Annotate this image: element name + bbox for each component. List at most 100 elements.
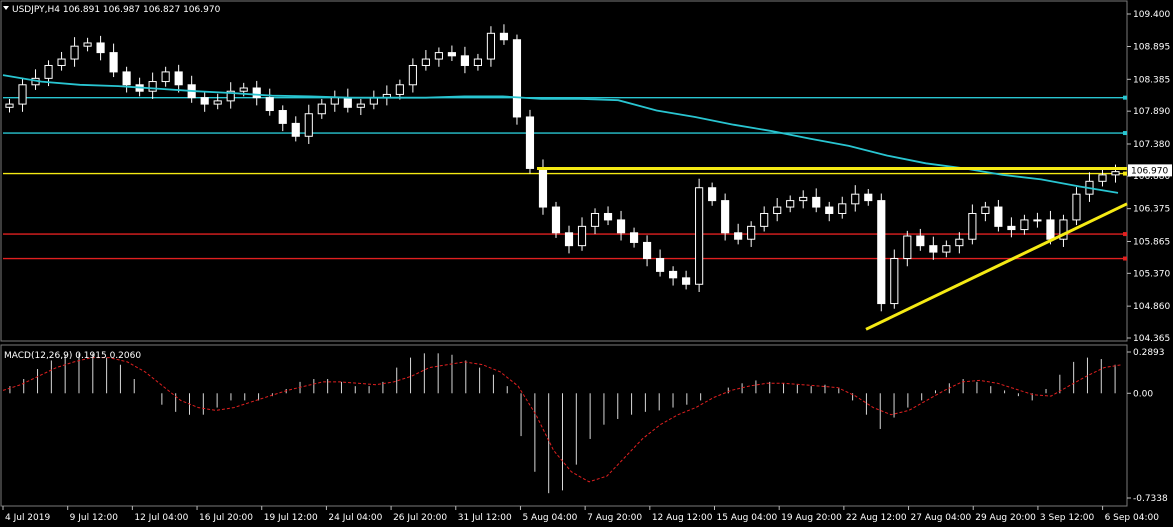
candle-bullish	[486, 32, 496, 60]
candle-bearish	[1007, 225, 1016, 231]
candle-bullish	[356, 103, 365, 108]
horizontal-level-handle	[1123, 131, 1127, 136]
candle-bullish	[851, 193, 860, 205]
candle-bullish	[695, 187, 704, 285]
time-tick-label: 22 Aug 12:00	[846, 513, 907, 523]
candle-bearish	[447, 52, 456, 57]
candle-bullish	[1072, 193, 1081, 221]
candle-bearish	[265, 97, 274, 112]
symbol-dropdown-icon[interactable]	[3, 6, 9, 10]
price-tick-label: 105.370	[1133, 269, 1170, 279]
time-tick-label: 15 Aug 04:00	[717, 513, 778, 523]
candle-bearish	[499, 32, 509, 41]
candle-bullish	[226, 90, 235, 102]
candle-bullish	[577, 225, 587, 247]
moving-average-series	[2, 74, 1119, 194]
horizontal-level-handle	[1123, 256, 1127, 261]
time-tick-label: 3 Sep 12:00	[1040, 513, 1095, 523]
candle-bullish	[760, 212, 769, 227]
candle-bullish	[903, 235, 912, 260]
candle-bearish	[708, 187, 717, 202]
last-price-label: 106.970	[1131, 166, 1168, 176]
candle-bullish	[304, 113, 313, 137]
candle-bullish	[434, 52, 443, 60]
candle-bullish	[747, 225, 756, 240]
candle-bullish	[981, 206, 990, 214]
candle-bearish	[994, 206, 1003, 227]
candle-bearish	[1046, 219, 1055, 240]
macd-title: MACD(12,26,9) 0.1915 0.2060	[4, 351, 141, 361]
macd-tick-label: 0.2893	[1133, 348, 1165, 358]
candle-bearish	[825, 206, 834, 214]
time-axis: 4 Jul 2019 9 Jul 12:00 12 Jul 04:00 16 Jul …	[2, 506, 1159, 523]
time-tick-label: 4 Jul 2019	[5, 513, 50, 523]
candle-bearish	[603, 212, 613, 221]
candle-bullish	[1033, 219, 1042, 222]
candle-bearish	[460, 55, 469, 66]
candle-bullish	[83, 42, 92, 47]
candle-bullish	[369, 97, 378, 105]
candle-bullish	[942, 245, 951, 253]
time-tick-label: 31 Jul 12:00	[458, 513, 512, 523]
candle-bullish	[148, 81, 157, 92]
candle-bearish	[812, 196, 821, 208]
candlestick-series	[5, 24, 1120, 312]
candle-bullish	[239, 87, 248, 92]
candle-bearish	[916, 235, 925, 247]
macd-signal-line	[2, 357, 1123, 483]
time-tick-label: 12 Aug 12:00	[652, 513, 713, 523]
candle-bearish	[564, 232, 574, 247]
price-tick-label: 108.895	[1133, 42, 1170, 52]
price-tick-label: 109.400	[1133, 10, 1170, 20]
time-tick-label: 9 Jul 12:00	[70, 513, 119, 523]
horizontal-level-handle	[1123, 171, 1127, 176]
candle-bearish	[642, 241, 652, 260]
candle-bearish	[629, 232, 639, 243]
candle-bearish	[864, 193, 873, 202]
candle-bearish	[200, 97, 209, 105]
time-tick-label: 19 Aug 20:00	[781, 513, 842, 523]
main-panel-frame	[0, 0, 1128, 342]
last-price-label-bg	[1128, 164, 1172, 177]
candle-bearish	[291, 122, 300, 137]
candle-bullish	[1098, 174, 1107, 182]
candle-bullish	[395, 84, 404, 95]
trendline	[865, 202, 1128, 331]
candle-bearish	[721, 200, 730, 234]
candle-bearish	[343, 97, 352, 108]
candle-bearish	[96, 42, 105, 54]
chart-title: USDJPY,H4 106.891 106.987 106.827 106.97…	[12, 5, 221, 15]
macd-panel-frame	[0, 344, 1128, 507]
candle-bearish	[734, 232, 743, 240]
candle-bearish	[656, 258, 665, 272]
price-tick-label: 104.860	[1133, 302, 1170, 312]
macd-series	[2, 353, 1123, 494]
candle-bullish	[590, 212, 600, 227]
candle-bullish	[213, 100, 222, 105]
candle-bullish	[161, 71, 170, 83]
candle-bullish	[317, 103, 326, 115]
candle-bearish	[122, 71, 131, 86]
candle-bullish	[1111, 171, 1120, 176]
candle-bullish	[838, 203, 847, 214]
candle-bullish	[786, 200, 795, 208]
price-axis: 109.400 108.895 108.385 107.890 107.380 106.8…	[1127, 10, 1172, 344]
candle-bullish	[1020, 219, 1029, 231]
candle-bullish	[799, 196, 808, 202]
price-tick-label: 107.890	[1133, 107, 1170, 117]
time-tick-label: 16 Jul 20:00	[199, 513, 253, 523]
candle-bearish	[109, 52, 118, 73]
candle-bullish	[473, 58, 483, 66]
candle-bearish	[174, 71, 183, 86]
candle-bullish	[18, 84, 27, 105]
candle-bullish	[1059, 219, 1068, 240]
time-tick-label: 5 Aug 04:00	[522, 513, 577, 523]
candle-bullish	[408, 64, 417, 86]
price-tick-label: 108.385	[1133, 75, 1170, 85]
candle-bearish	[512, 39, 522, 118]
candle-bearish	[551, 206, 561, 234]
candle-bullish	[57, 58, 66, 66]
moving-average-line	[2, 74, 1119, 194]
price-tick-label: 104.365	[1133, 334, 1170, 344]
